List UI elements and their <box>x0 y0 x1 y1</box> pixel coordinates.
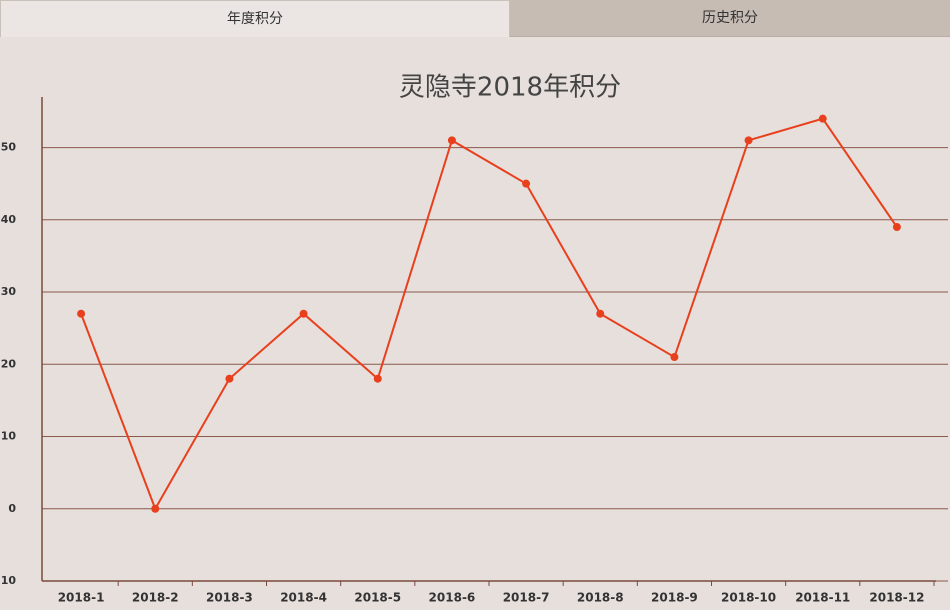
x-tick-label: 2018-4 <box>280 591 327 605</box>
x-tick-label: 2018-1 <box>58 591 105 605</box>
tab[interactable]: 历史积分 <box>510 0 950 37</box>
data-point <box>818 114 827 123</box>
line-series <box>80 117 898 512</box>
data-point <box>522 179 531 188</box>
data-point <box>77 309 86 318</box>
data-point <box>225 374 234 383</box>
data-point <box>299 309 308 318</box>
data-point <box>744 136 753 145</box>
x-tick-label: 2018-9 <box>651 591 698 605</box>
x-tick-label: 2018-7 <box>503 591 550 605</box>
y-tick-label: 10 <box>1 574 17 587</box>
tab[interactable]: 年度积分 <box>0 0 510 37</box>
y-tick-label: 30 <box>1 285 17 298</box>
data-point <box>373 374 382 383</box>
x-tick-label: 2018-2 <box>132 591 179 605</box>
x-tick-label: 2018-5 <box>354 591 401 605</box>
y-tick-label: 40 <box>1 213 17 226</box>
y-tick-label: 50 <box>1 141 17 154</box>
chart: 灵隐寺2018年积分 10 0 10 20 30 40 50 2018-1 2018-2 2018… <box>1 73 948 605</box>
y-tick-label: 10 <box>1 430 17 443</box>
x-tick-label: 2018-10 <box>721 591 776 605</box>
x-tick-label: 2018-8 <box>577 591 624 605</box>
data-point <box>447 136 456 145</box>
y-tick-label: 20 <box>1 357 17 370</box>
y-tick-label: 0 <box>8 502 16 515</box>
x-tick-label: 2018-11 <box>795 591 850 605</box>
x-tick-label: 2018-6 <box>429 591 476 605</box>
data-point <box>670 353 679 362</box>
data-point <box>892 223 901 232</box>
chart-title: 灵隐寺2018年积分 <box>399 73 621 103</box>
data-point <box>596 309 605 318</box>
data-point <box>151 504 160 513</box>
tab-bar: 年度积分 历史积分 <box>0 0 950 38</box>
x-tick-label: 2018-12 <box>869 591 924 605</box>
x-tick-label: 2018-3 <box>206 591 253 605</box>
